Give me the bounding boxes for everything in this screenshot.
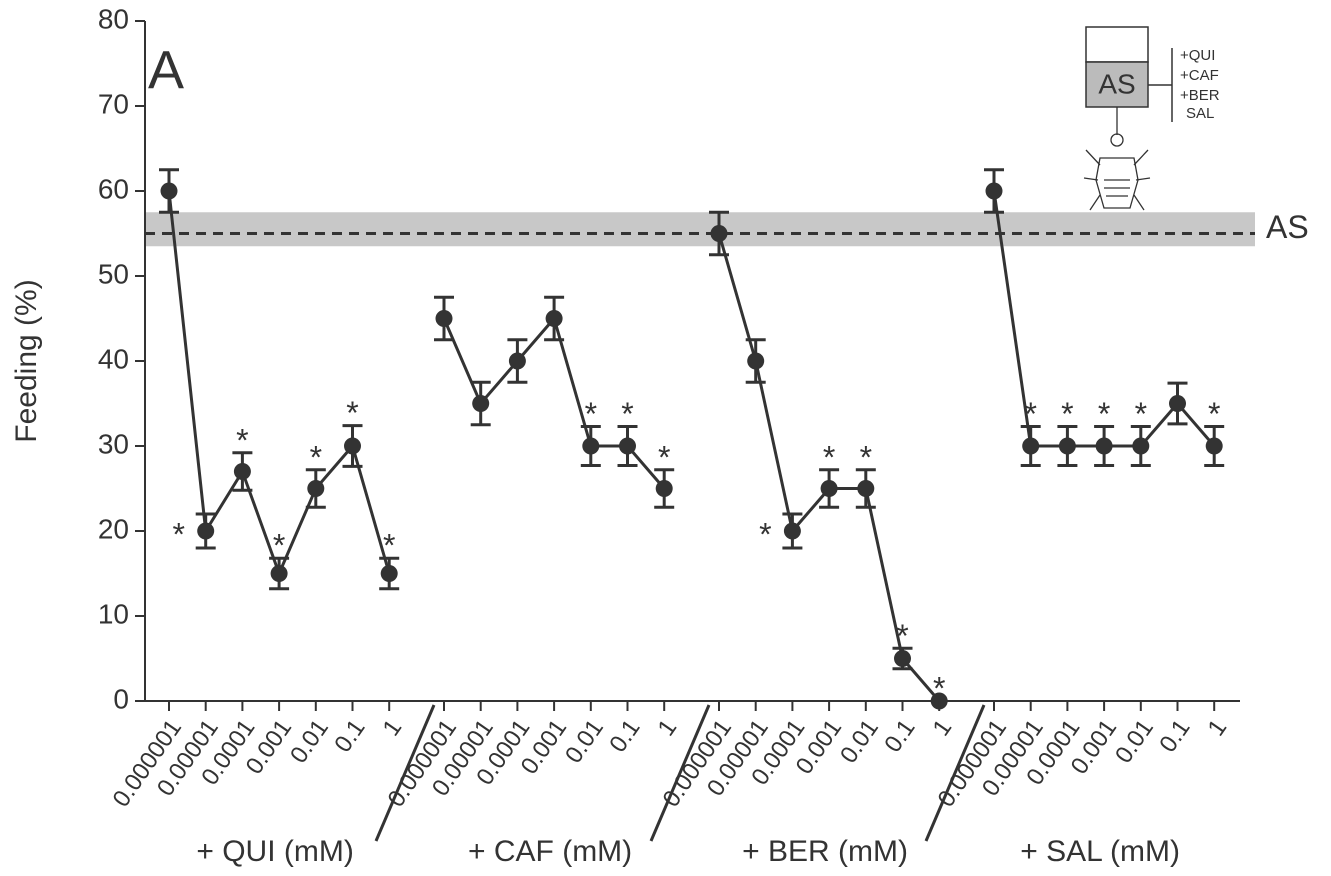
data-point [197,523,214,540]
significance-marker: * [621,396,633,432]
data-point [472,395,489,412]
significance-marker: * [236,422,248,458]
y-tick-label: 40 [98,343,129,374]
significance-marker: * [585,396,597,432]
significance-marker: * [346,395,358,431]
x-tick-label: 0.01 [835,715,884,769]
y-tick-label: 50 [98,258,129,289]
significance-marker: * [759,516,771,552]
significance-marker: * [896,618,908,654]
significance-marker: * [1135,396,1147,432]
data-point [307,480,324,497]
insect-icon [1084,107,1150,210]
x-tick-label: 0.1 [604,715,645,758]
data-point [582,438,599,455]
group-label: + SAL (mM) [1020,835,1180,868]
significance-marker: * [172,516,184,552]
data-point [161,183,178,200]
significance-marker: * [1061,396,1073,432]
chart: A Feeding (%) AS +QUI +CAF +BER SAL AS 0 1… [0,0,1331,876]
significance-marker: * [310,439,322,475]
data-point [271,565,288,582]
data-point [747,353,764,370]
reference-band [145,212,1255,246]
x-tick-label: 0.1 [329,715,370,758]
inset-chamber-label: AS [1098,68,1135,99]
inset-label: +CAF [1180,67,1219,84]
group-label: + CAF (mM) [468,835,632,868]
y-tick-label: 0 [113,683,129,714]
significance-marker: * [1098,396,1110,432]
x-tick-label: 1 [378,715,408,741]
group-label: + BER (mM) [742,835,908,868]
data-point [857,480,874,497]
significance-marker: * [823,439,835,475]
data-point [1206,438,1223,455]
data-point [619,438,636,455]
significance-marker: * [1024,396,1036,432]
inset-label: +BER [1180,87,1220,104]
y-axis-label: Feeding (%) [10,279,43,442]
data-point [381,565,398,582]
group-label: + QUI (mM) [196,835,354,868]
significance-marker: * [273,528,285,564]
data-point [1132,438,1149,455]
data-point [1096,438,1113,455]
inset-label: SAL [1186,105,1214,122]
data-point [344,438,361,455]
significance-marker: * [383,528,395,564]
data-point [509,353,526,370]
y-tick-label: 10 [98,598,129,629]
significance-marker: * [1208,396,1220,432]
data-point [546,310,563,327]
data-point [784,523,801,540]
data-point [1022,438,1039,455]
y-tick-label: 80 [98,3,129,34]
x-tick-label: 0.1 [1154,715,1195,758]
data-point [1169,395,1186,412]
x-tick-label: 0.01 [1110,715,1159,769]
x-tick-label: 1 [653,715,683,741]
data-point [656,480,673,497]
y-tick-label: 30 [98,428,129,459]
panel-label: A [148,40,184,100]
data-point [821,480,838,497]
y-tick-label: 20 [98,513,129,544]
x-tick-label: 0.01 [560,715,609,769]
inset-label: +QUI [1180,47,1215,64]
x-tick-label: 1 [1203,715,1233,741]
y-tick-label: 70 [98,88,129,119]
significance-marker: * [658,439,670,475]
data-point [986,183,1003,200]
inset-chamber-top [1086,27,1148,62]
series-line [169,191,389,574]
data-point [711,225,728,242]
data-point [234,463,251,480]
x-tick-label: 1 [928,715,958,741]
significance-marker: * [860,439,872,475]
reference-label: AS [1266,209,1309,245]
x-tick-label: 0.01 [285,715,334,769]
x-tick-label: 0.1 [879,715,920,758]
data-point [436,310,453,327]
y-tick-label: 60 [98,173,129,204]
inset: AS +QUI +CAF +BER SAL [1084,27,1220,210]
data-point [1059,438,1076,455]
